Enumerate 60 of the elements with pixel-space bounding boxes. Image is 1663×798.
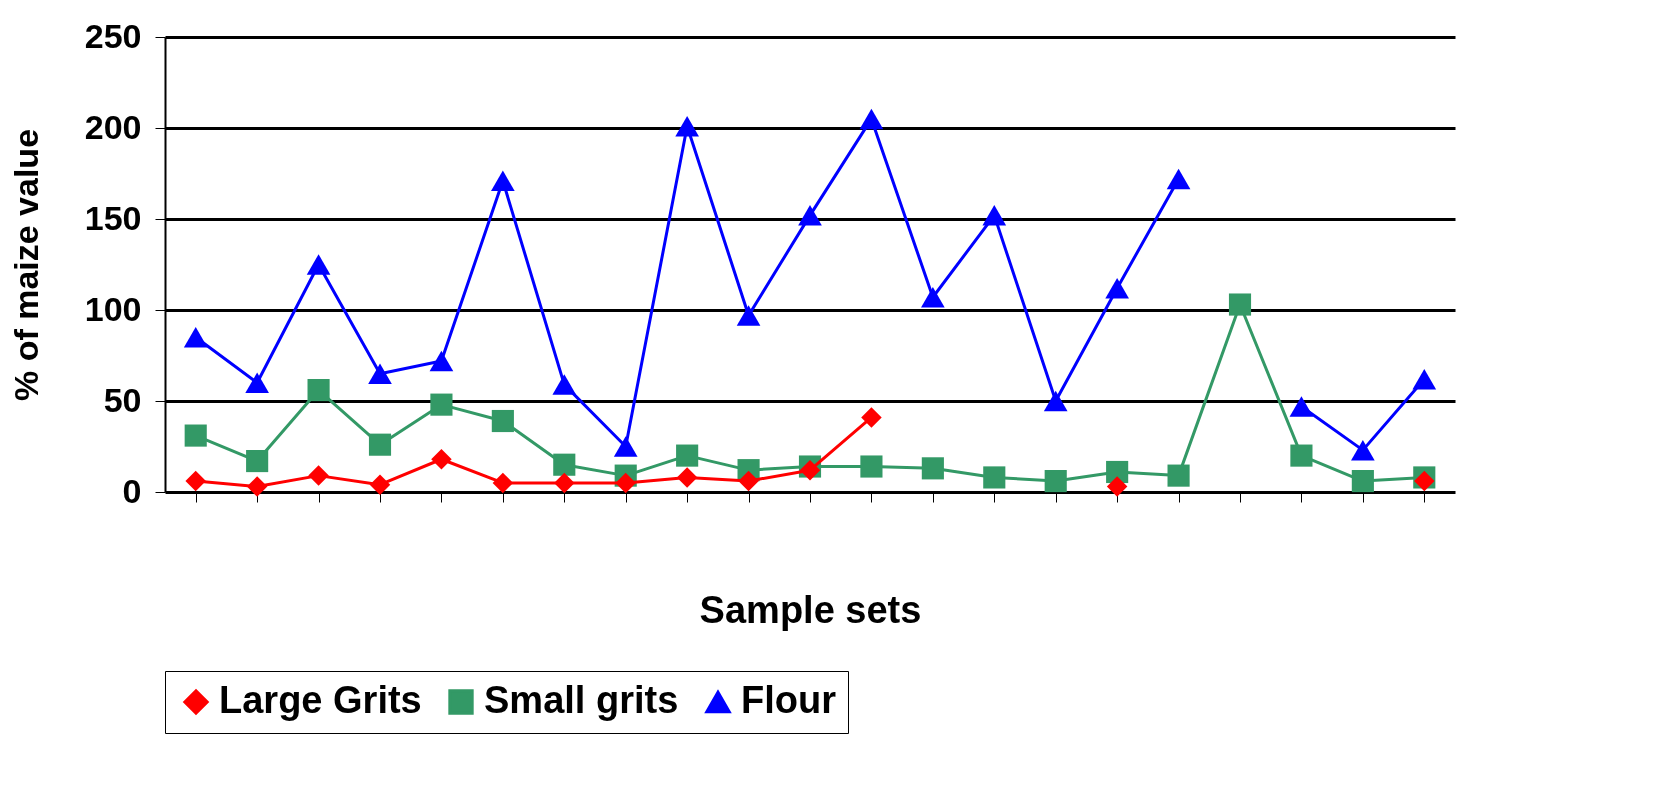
point [429, 350, 454, 372]
point [1289, 396, 1314, 417]
point [369, 474, 391, 495]
point [246, 476, 268, 497]
point [860, 455, 883, 478]
point [308, 465, 329, 486]
point [861, 407, 882, 428]
point [368, 363, 392, 384]
x-axis-title: Sample sets [699, 589, 922, 631]
point [859, 108, 884, 130]
point [185, 470, 206, 492]
point [921, 457, 944, 480]
point [554, 472, 575, 494]
point [1228, 293, 1252, 316]
point [1106, 476, 1128, 497]
point [1167, 464, 1190, 487]
point [492, 472, 514, 494]
point [184, 424, 207, 447]
point [246, 449, 269, 473]
point [1166, 168, 1191, 190]
point [431, 448, 452, 470]
point [676, 467, 698, 488]
point [430, 393, 453, 416]
point [491, 409, 514, 433]
point [1412, 368, 1437, 390]
legend-label: Large Grits [219, 679, 422, 721]
point [1043, 390, 1068, 412]
point [983, 466, 1006, 489]
point [736, 305, 761, 326]
point [307, 379, 330, 402]
point [798, 205, 822, 226]
legend-label: Small grits [484, 679, 679, 721]
point [675, 115, 699, 137]
point [553, 453, 576, 476]
point [921, 287, 945, 308]
point [1106, 460, 1129, 484]
point [1044, 470, 1067, 493]
point [1351, 439, 1375, 461]
point [1290, 444, 1313, 467]
point [738, 470, 759, 492]
point [613, 436, 638, 457]
point [491, 170, 515, 192]
y-axis-title: % of maize value [6, 128, 45, 402]
point [676, 444, 699, 467]
point [552, 374, 577, 395]
point [1351, 470, 1374, 493]
y-tick-label: 250 [84, 16, 142, 55]
point [368, 433, 392, 456]
point [1105, 277, 1129, 299]
legend-label: Flour [741, 679, 837, 721]
point [615, 472, 636, 494]
point [306, 254, 331, 275]
y-tick-label: 150 [84, 198, 142, 237]
y-tick-label: 200 [84, 107, 142, 146]
point [982, 205, 1007, 226]
y-tick-label: 50 [103, 380, 142, 419]
point [245, 372, 269, 394]
y-tick-label: 100 [84, 289, 142, 328]
y-tick-label: 0 [122, 471, 142, 510]
point [183, 327, 208, 348]
